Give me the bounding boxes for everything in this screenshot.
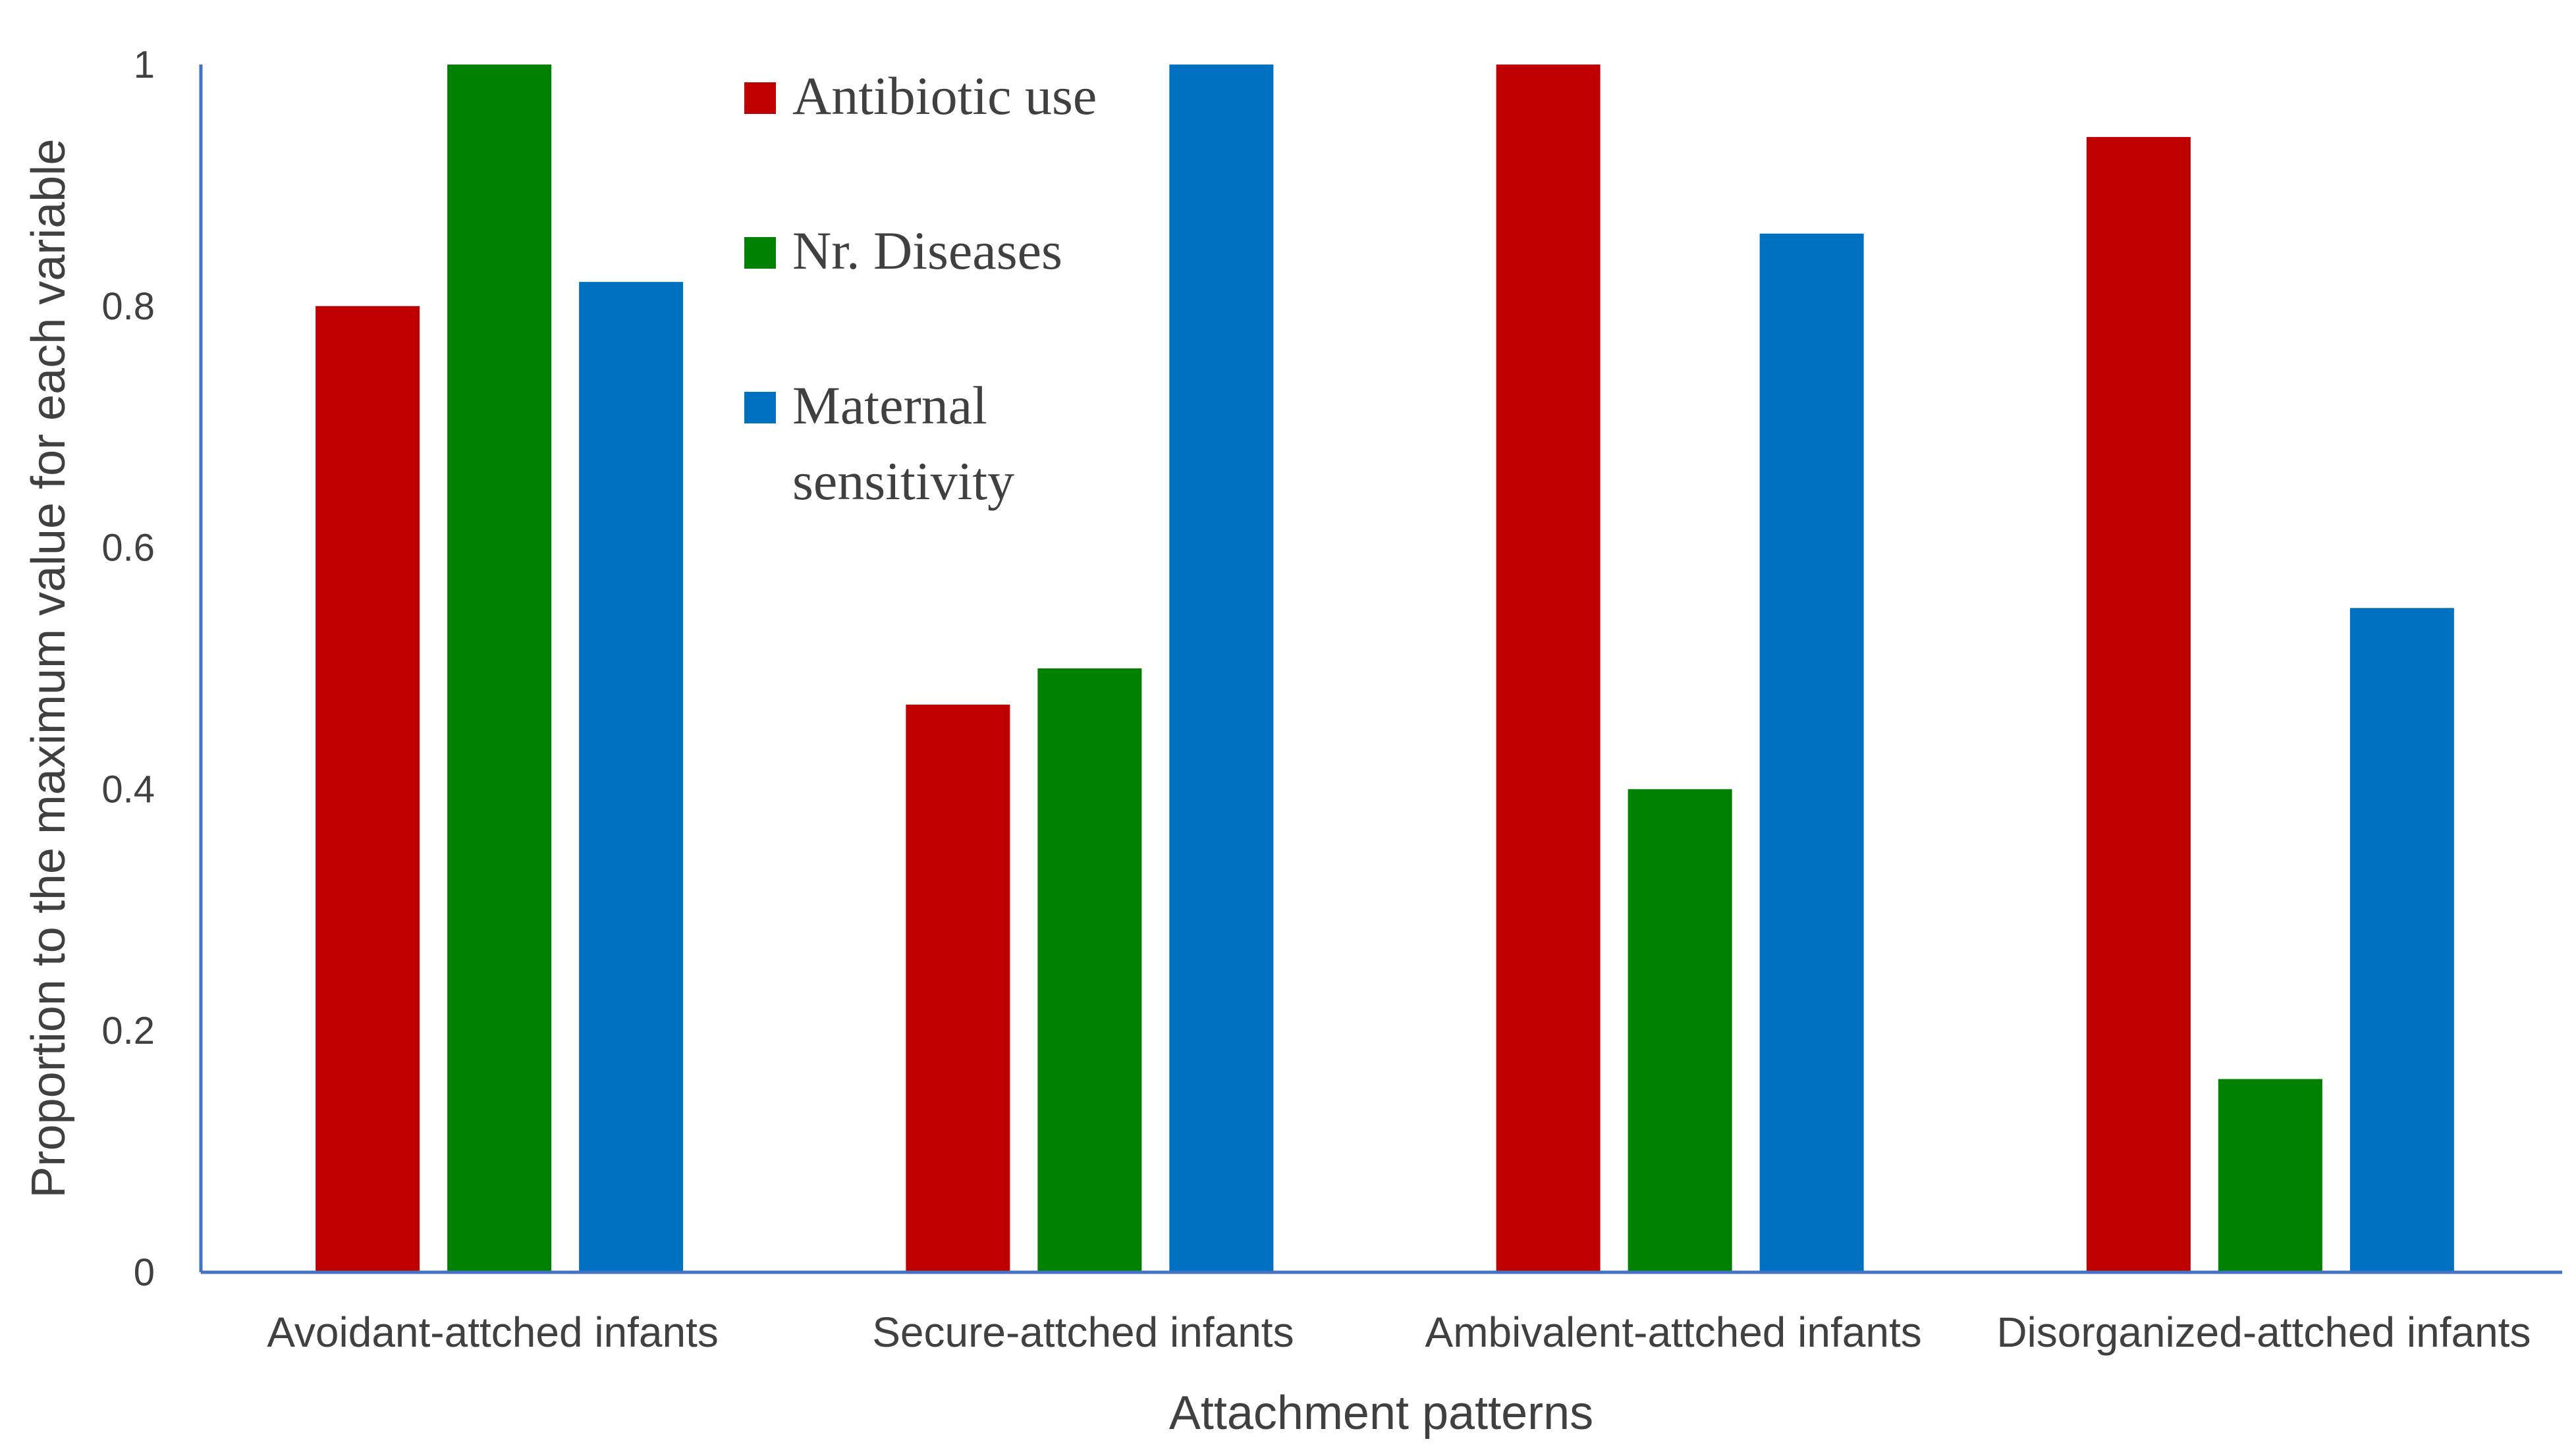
- y-tick-label: 0.8: [101, 285, 155, 328]
- y-tick-label: 0: [134, 1251, 155, 1294]
- x-category-label: Ambivalent-attched infants: [1425, 1308, 1922, 1356]
- bar-nr-diseases-3: [1628, 789, 1732, 1272]
- legend-label: Antibiotic use: [792, 66, 1097, 126]
- legend-label: Maternal: [792, 375, 987, 435]
- x-category-label: Disorganized-attched infants: [1996, 1308, 2531, 1356]
- legend-swatch: [744, 392, 776, 423]
- y-tick-label: 1: [134, 43, 155, 86]
- y-tick-label: 0.2: [101, 1010, 155, 1052]
- bar-antibiotic-use-3: [1496, 65, 1601, 1272]
- y-axis-title: Proportion to the maximum value for each…: [22, 139, 75, 1199]
- bar-antibiotic-use-1: [315, 306, 420, 1272]
- bars: [315, 65, 2454, 1272]
- y-tick-label: 0.6: [101, 527, 155, 570]
- bar-maternal-sensitivity-3: [1759, 233, 1864, 1272]
- bar-nr-diseases-2: [1037, 668, 1142, 1272]
- legend-swatch: [744, 237, 776, 269]
- y-tick-label: 0.4: [101, 768, 155, 811]
- x-axis-category-labels: Avoidant-attched infants Secure-attched i…: [267, 1308, 2531, 1356]
- x-axis-title: Attachment patterns: [1169, 1387, 1593, 1440]
- x-category-label: Avoidant-attched infants: [267, 1308, 719, 1356]
- y-axis-ticks: 0 0.2 0.4 0.6 0.8 1: [101, 43, 155, 1294]
- bar-antibiotic-use-4: [2086, 137, 2191, 1272]
- bar-nr-diseases-1: [447, 65, 552, 1272]
- legend: Antibiotic use Nr. Diseases Maternal sensit…: [744, 66, 1097, 511]
- bar-antibiotic-use-2: [906, 705, 1010, 1272]
- bar-maternal-sensitivity-4: [2349, 608, 2454, 1272]
- bar-nr-diseases-4: [2218, 1079, 2322, 1272]
- legend-swatch: [744, 82, 776, 114]
- bar-maternal-sensitivity-2: [1169, 65, 1274, 1272]
- legend-label: Nr. Diseases: [792, 221, 1062, 281]
- bar-maternal-sensitivity-1: [579, 282, 684, 1272]
- legend-label: sensitivity: [792, 451, 1014, 511]
- x-category-label: Secure-attched infants: [872, 1308, 1294, 1356]
